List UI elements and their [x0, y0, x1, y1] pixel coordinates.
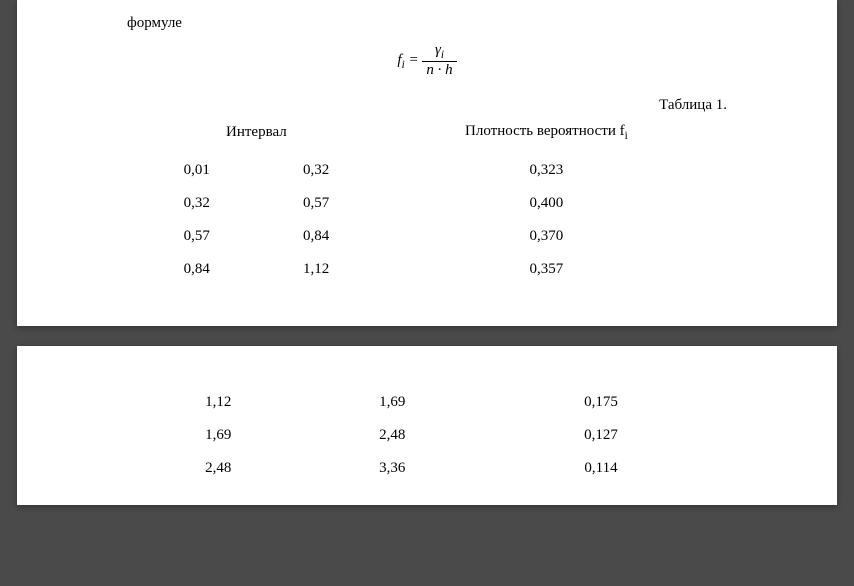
formula-h: h — [445, 62, 453, 78]
formula-f-sub: i — [402, 59, 405, 71]
cell-density: 0,127 — [485, 419, 717, 452]
cell-density: 0,370 — [376, 220, 717, 253]
cell-interval-b: 2,48 — [299, 419, 485, 452]
table-row: 0,32 0,57 0,400 — [137, 187, 717, 220]
cell-density: 0,323 — [376, 154, 717, 187]
table-wrapper-1: Интервал Плотность вероятности fi 0,01 0… — [137, 119, 717, 286]
table-row: 1,12 1,69 0,175 — [137, 386, 717, 419]
cell-interval-a: 0,01 — [137, 154, 256, 187]
cell-interval-a: 0,32 — [137, 187, 256, 220]
cell-interval-a: 0,84 — [137, 253, 256, 286]
table-row: 0,84 1,12 0,357 — [137, 253, 717, 286]
cell-interval-b: 0,57 — [256, 187, 375, 220]
formula: fi = γi n · h — [77, 42, 777, 79]
formula-gamma-sub: i — [441, 49, 444, 61]
cell-density: 0,400 — [376, 187, 717, 220]
cell-density: 0,114 — [485, 452, 717, 485]
cell-interval-a: 0,57 — [137, 220, 256, 253]
cell-interval-b: 0,32 — [256, 154, 375, 187]
formula-dot: · — [434, 62, 445, 78]
cell-interval-b: 3,36 — [299, 452, 485, 485]
cell-interval-a: 2,48 — [137, 452, 299, 485]
formula-n: n — [426, 62, 434, 78]
formula-numerator: γi — [422, 42, 456, 62]
data-table-1: Интервал Плотность вероятности fi 0,01 0… — [137, 119, 717, 286]
header-density: Плотность вероятности fi — [376, 119, 717, 154]
table-header-row: Интервал Плотность вероятности fi — [137, 119, 717, 154]
data-table-2: 1,12 1,69 0,175 1,69 2,48 0,127 2,48 3,3… — [137, 386, 717, 485]
header-density-sub: i — [625, 130, 628, 142]
formula-denominator: n · h — [422, 62, 456, 79]
header-interval: Интервал — [137, 119, 376, 154]
cell-interval-a: 1,69 — [137, 419, 299, 452]
page-1: формуле fi = γi n · h Таблица 1. Интерва… — [17, 0, 837, 326]
table-row: 0,57 0,84 0,370 — [137, 220, 717, 253]
formula-left: fi — [397, 52, 408, 68]
header-density-text: Плотность вероятности f — [465, 123, 625, 139]
table-row: 1,69 2,48 0,127 — [137, 419, 717, 452]
table-wrapper-2: 1,12 1,69 0,175 1,69 2,48 0,127 2,48 3,3… — [137, 386, 717, 485]
cell-interval-b: 1,12 — [256, 253, 375, 286]
cell-interval-b: 1,69 — [299, 386, 485, 419]
table-row: 2,48 3,36 0,114 — [137, 452, 717, 485]
table-caption: Таблица 1. — [77, 97, 727, 114]
formula-equals: = — [408, 52, 422, 68]
page-2: 1,12 1,69 0,175 1,69 2,48 0,127 2,48 3,3… — [17, 346, 837, 505]
cell-interval-a: 1,12 — [137, 386, 299, 419]
intro-text: формуле — [127, 15, 777, 32]
cell-density: 0,175 — [485, 386, 717, 419]
table-row: 0,01 0,32 0,323 — [137, 154, 717, 187]
cell-density: 0,357 — [376, 253, 717, 286]
cell-interval-b: 0,84 — [256, 220, 375, 253]
formula-fraction: γi n · h — [422, 42, 456, 79]
